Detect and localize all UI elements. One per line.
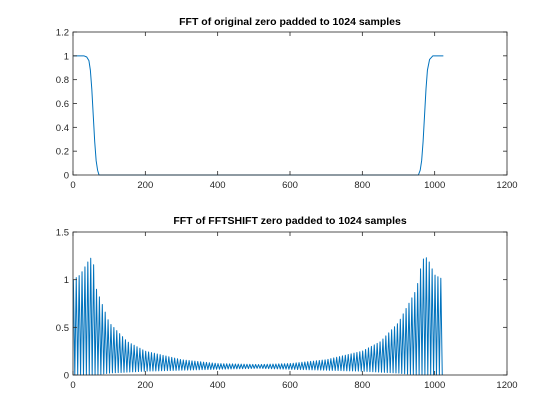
top-x-tick-label: 1000: [424, 180, 445, 191]
top-y-tick-label: 0.6: [56, 99, 69, 110]
bottom-x-tick-label: 0: [70, 380, 75, 391]
bottom-series-line: [72, 257, 443, 376]
bottom-x-tick-label: 400: [210, 380, 226, 391]
bottom-y-tick-label: 0.5: [56, 323, 69, 334]
top-y-tick-label: 0.4: [56, 123, 69, 134]
top-y-tick-label: 0: [64, 171, 69, 182]
bottom-y-tick-label: 0: [64, 371, 69, 382]
bottom-chart: FFT of FFTSHIFT zero padded to 1024 samp…: [56, 215, 518, 391]
top-x-tick-label: 600: [282, 180, 298, 191]
bottom-x-tick-label: 1000: [424, 380, 445, 391]
top-x-tick-label: 800: [354, 180, 370, 191]
top-y-tick-label: 0.8: [56, 75, 69, 86]
top-chart-title: FFT of original zero padded to 1024 samp…: [179, 16, 401, 28]
top-plot-area: 0 200 400 600 800 1000 1200 0 0.2 0.4 0.6 0.8 1 1.2: [56, 28, 518, 192]
top-x-tick-label: 1200: [496, 180, 517, 191]
bottom-x-tick-label: 1200: [496, 380, 517, 391]
bottom-x-tick-label: 200: [137, 380, 153, 391]
top-x-tick-label: 400: [210, 180, 226, 191]
top-series-line: [73, 55, 444, 176]
top-x-tick-label: 200: [137, 180, 153, 191]
top-x-tick-label: 0: [70, 180, 75, 191]
bottom-y-tick-label: 1: [64, 275, 69, 286]
bottom-x-tick-label: 800: [354, 380, 370, 391]
bottom-plot-area: 0 200 400 600 800 1000 1200 0 0.5 1 1.5: [56, 228, 518, 392]
bottom-y-tick-label: 1.5: [56, 228, 69, 239]
top-axes-box: [72, 31, 508, 176]
bottom-x-tick-label: 600: [282, 380, 298, 391]
top-y-tick-label: 1.2: [56, 28, 69, 39]
top-chart: FFT of original zero padded to 1024 samp…: [56, 16, 518, 191]
top-y-tick-label: 1: [64, 51, 69, 62]
bottom-chart-title: FFT of FFTSHIFT zero padded to 1024 samp…: [173, 215, 407, 227]
top-y-tick-label: 0.2: [56, 147, 69, 158]
